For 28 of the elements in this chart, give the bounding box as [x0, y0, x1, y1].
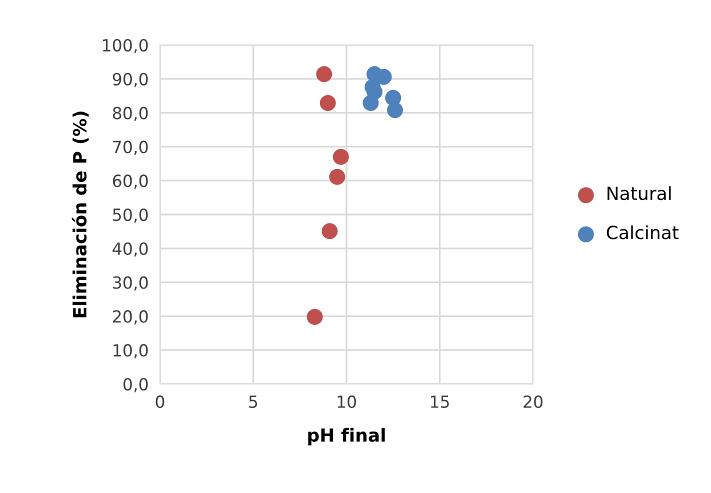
point: [332, 148, 349, 165]
y-tick-label: 90,0: [112, 72, 148, 88]
point: [322, 223, 338, 240]
y-tick-label: 80,0: [112, 106, 148, 122]
y-tick-label: 40,0: [112, 242, 148, 257]
y-tick-label: 60,0: [112, 174, 148, 189]
y-tick-label: 30,0: [113, 276, 148, 291]
x-axis-title: pH final: [308, 428, 385, 446]
y-tick-label: 10,0: [114, 344, 148, 358]
x-tick-label: 5: [249, 396, 258, 408]
x-tick-label: 10: [338, 395, 356, 408]
y-axis-title: Eliminación de P (%): [72, 112, 89, 318]
y-tick-label: 0,0: [123, 378, 148, 392]
point: [329, 168, 346, 185]
legend-label: Calcinat: [606, 225, 679, 240]
legend-label: Natural: [608, 186, 671, 200]
x-tick-label: 20: [524, 395, 542, 408]
y-tick-label: 70,0: [113, 140, 148, 155]
point: [320, 94, 336, 111]
x-tick-label: 0: [156, 395, 164, 408]
y-tick-label: 20,0: [113, 310, 148, 324]
point: [306, 308, 323, 325]
point: [316, 66, 332, 82]
x-tick-label: 15: [430, 396, 449, 408]
point: [387, 102, 403, 118]
y-tick-label: 100,0: [103, 38, 148, 54]
y-tick-label: 50,0: [113, 208, 148, 223]
point: [362, 94, 379, 111]
